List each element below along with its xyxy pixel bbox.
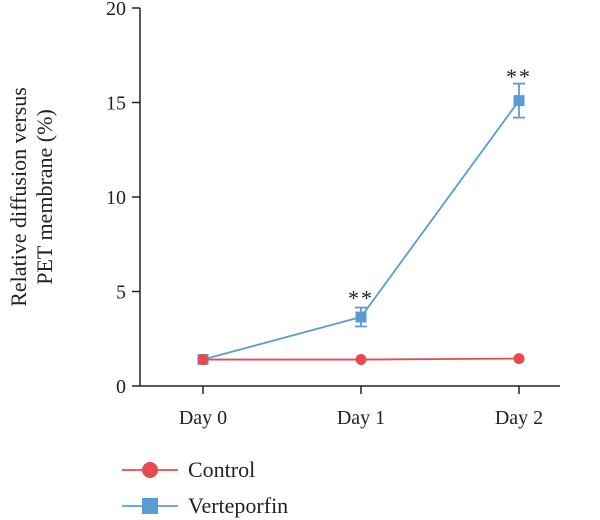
data-point-control: [197, 354, 209, 366]
series-control: [197, 353, 525, 366]
y-axis-title-line: PET membrane (%): [32, 109, 57, 285]
x-tick-label: Day 2: [495, 407, 543, 429]
legend-marker-circle: [142, 462, 158, 478]
legend-marker-square: [142, 498, 158, 514]
legend-item-control: Control: [122, 457, 255, 482]
y-tick-label: 0: [116, 376, 126, 398]
axes: 0 5 10 15 20 Day 0 Day 1 Day 2 Relative diffusio…: [6, 0, 560, 429]
significance-annotation: **: [506, 64, 532, 89]
series-layer: [197, 82, 525, 366]
annotation-layer: ** **: [348, 64, 532, 310]
x-tick-label: Day 1: [337, 407, 385, 429]
legend-label: Verteporfin: [188, 493, 288, 518]
y-tick-label: 15: [106, 93, 126, 115]
legend: Control Verteporfin: [122, 457, 288, 518]
legend-label: Control: [188, 457, 255, 482]
legend-item-verteporfin: Verteporfin: [122, 493, 288, 518]
y-tick-label: 5: [116, 282, 126, 304]
y-tick-label: 10: [106, 187, 126, 209]
y-axis-title-line: Relative diffusion versus: [6, 87, 31, 307]
data-point-verteporfin: [355, 311, 367, 323]
y-tick-label: 20: [106, 0, 126, 20]
significance-annotation: **: [348, 285, 374, 310]
x-tick-label: Day 0: [179, 407, 227, 429]
series-verteporfin: [197, 82, 525, 366]
data-point-verteporfin: [513, 95, 525, 107]
data-point-control: [513, 353, 525, 365]
y-axis-title: Relative diffusion versus PET membrane (%…: [6, 87, 57, 307]
data-point-control: [355, 354, 367, 366]
